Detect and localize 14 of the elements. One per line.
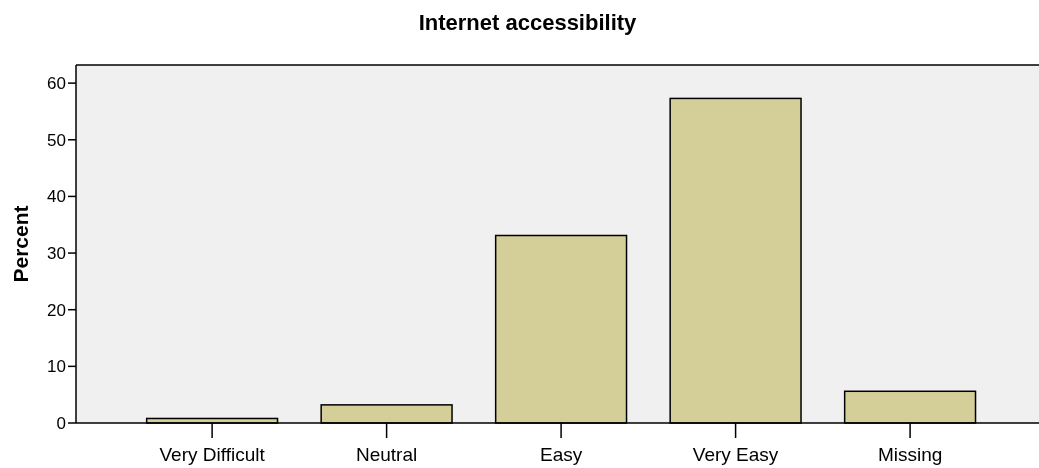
y-tick-label: 60 (47, 74, 66, 94)
x-tick-label: Neutral (355, 444, 418, 465)
x-tick-label: Easy (539, 444, 583, 465)
x-tick-label: Very Easy (692, 444, 779, 465)
y-axis-title: Percent (9, 205, 32, 283)
y-tick-label: 0 (56, 413, 66, 433)
x-tick-label: Very Difficult (159, 444, 266, 465)
y-tick-label: 10 (47, 357, 66, 377)
x-tick-label: Missing (877, 444, 943, 465)
y-tick-label: 40 (47, 187, 66, 207)
chart-title: Internet accessibility (418, 10, 638, 35)
y-tick-label: 30 (47, 244, 66, 264)
y-tick-label: 50 (47, 130, 66, 150)
y-tick-label: 20 (47, 300, 66, 320)
